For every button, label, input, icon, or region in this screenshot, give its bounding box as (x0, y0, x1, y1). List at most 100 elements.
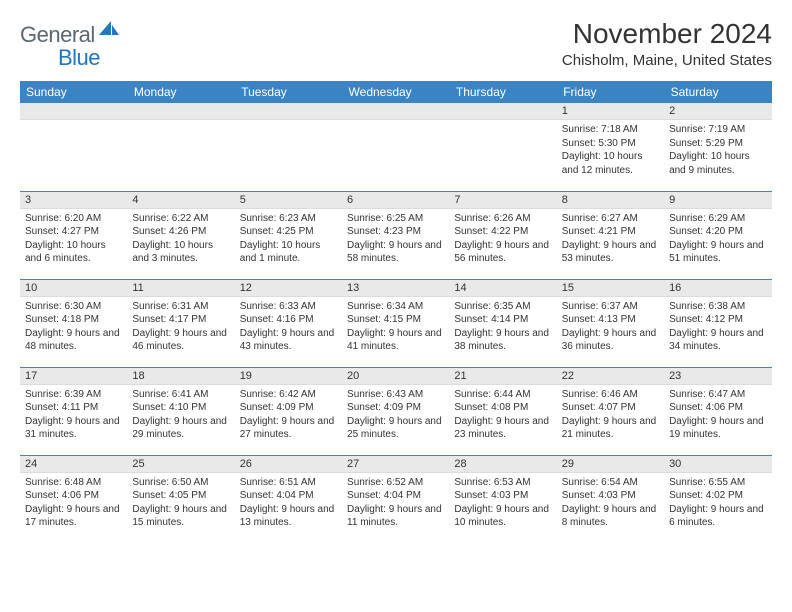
calendar-cell: 10Sunrise: 6:30 AMSunset: 4:18 PMDayligh… (20, 279, 127, 367)
calendar-table: SundayMondayTuesdayWednesdayThursdayFrid… (20, 81, 772, 543)
day-number: 13 (342, 280, 449, 297)
day-details: Sunrise: 6:27 AMSunset: 4:21 PMDaylight:… (557, 209, 664, 268)
day-details: Sunrise: 6:39 AMSunset: 4:11 PMDaylight:… (20, 385, 127, 444)
daylight-text: Daylight: 9 hours and 43 minutes. (240, 327, 337, 354)
sunrise-text: Sunrise: 6:52 AM (347, 476, 444, 490)
weekday-header: Tuesday (235, 81, 342, 103)
calendar-cell: 3Sunrise: 6:20 AMSunset: 4:27 PMDaylight… (20, 191, 127, 279)
daylight-text: Daylight: 9 hours and 13 minutes. (240, 503, 337, 530)
calendar-row: 3 Sunrise: 6:20 AMSunset: 4:27 PM Daylight… (20, 191, 772, 279)
day-number: 15 (557, 280, 664, 297)
sunset-text: Sunset: 4:18 PM (25, 313, 122, 327)
calendar-cell: 17Sunrise: 6:39 AMSunset: 4:11 PMDayligh… (20, 367, 127, 455)
day-number: 10 (20, 280, 127, 297)
day-details: Sunrise: 6:35 AMSunset: 4:14 PMDaylight:… (449, 297, 556, 356)
calendar-cell: 27Sunrise: 6:52 AMSunset: 4:04 PMDayligh… (342, 455, 449, 543)
daylight-text: Daylight: 9 hours and 10 minutes. (454, 503, 551, 530)
day-details: Sunrise: 6:44 AMSunset: 4:08 PMDaylight:… (449, 385, 556, 444)
sunrise-text: Sunrise: 6:51 AM (240, 476, 337, 490)
calendar-cell (235, 103, 342, 191)
day-number: 17 (20, 368, 127, 385)
day-number: 3 (20, 192, 127, 209)
daylight-text: Daylight: 9 hours and 15 minutes. (132, 503, 229, 530)
weekday-header: Thursday (449, 81, 556, 103)
sunrise-text: Sunrise: 6:48 AM (25, 476, 122, 490)
sunrise-text: Sunrise: 6:26 AM (454, 212, 551, 226)
daylight-text: Daylight: 10 hours and 9 minutes. (669, 150, 766, 177)
day-number: 20 (342, 368, 449, 385)
sunset-text: Sunset: 4:05 PM (132, 489, 229, 503)
sunset-text: Sunset: 4:21 PM (562, 225, 659, 239)
sunset-text: Sunset: 4:27 PM (25, 225, 122, 239)
sunrise-text: Sunrise: 6:46 AM (562, 388, 659, 402)
weekday-header: Monday (127, 81, 234, 103)
day-details: Sunrise: 6:37 AMSunset: 4:13 PMDaylight:… (557, 297, 664, 356)
calendar-cell: 20Sunrise: 6:43 AMSunset: 4:09 PMDayligh… (342, 367, 449, 455)
day-number: 6 (342, 192, 449, 209)
calendar-cell: 1Sunrise: 7:18 AMSunset: 5:30 PMDaylight… (557, 103, 664, 191)
calendar-cell: 16Sunrise: 6:38 AMSunset: 4:12 PMDayligh… (664, 279, 771, 367)
sunset-text: Sunset: 4:09 PM (347, 401, 444, 415)
sunrise-text: Sunrise: 6:34 AM (347, 300, 444, 314)
daylight-text: Daylight: 9 hours and 17 minutes. (25, 503, 122, 530)
day-number: 25 (127, 456, 234, 473)
day-details: Sunrise: 6:46 AMSunset: 4:07 PMDaylight:… (557, 385, 664, 444)
sunrise-text: Sunrise: 6:43 AM (347, 388, 444, 402)
sunrise-text: Sunrise: 6:30 AM (25, 300, 122, 314)
calendar-cell (449, 103, 556, 191)
daylight-text: Daylight: 9 hours and 8 minutes. (562, 503, 659, 530)
daylight-text: Daylight: 9 hours and 23 minutes. (454, 415, 551, 442)
calendar-cell: 26Sunrise: 6:51 AMSunset: 4:04 PMDayligh… (235, 455, 342, 543)
day-number: 19 (235, 368, 342, 385)
sunrise-text: Sunrise: 6:22 AM (132, 212, 229, 226)
sunset-text: Sunset: 4:25 PM (240, 225, 337, 239)
day-number: 21 (449, 368, 556, 385)
sunset-text: Sunset: 4:08 PM (454, 401, 551, 415)
sunrise-text: Sunrise: 6:47 AM (669, 388, 766, 402)
sunrise-text: Sunrise: 6:44 AM (454, 388, 551, 402)
sunset-text: Sunset: 4:03 PM (454, 489, 551, 503)
calendar-cell: 8Sunrise: 6:27 AMSunset: 4:21 PMDaylight… (557, 191, 664, 279)
calendar-cell: 11Sunrise: 6:31 AMSunset: 4:17 PMDayligh… (127, 279, 234, 367)
day-number: 12 (235, 280, 342, 297)
calendar-cell: 23Sunrise: 6:47 AMSunset: 4:06 PMDayligh… (664, 367, 771, 455)
day-number: 11 (127, 280, 234, 297)
day-number: 23 (664, 368, 771, 385)
sunrise-text: Sunrise: 6:23 AM (240, 212, 337, 226)
sunrise-text: Sunrise: 6:55 AM (669, 476, 766, 490)
day-details: Sunrise: 6:53 AMSunset: 4:03 PMDaylight:… (449, 473, 556, 532)
day-details: Sunrise: 6:25 AMSunset: 4:23 PMDaylight:… (342, 209, 449, 268)
sunset-text: Sunset: 4:10 PM (132, 401, 229, 415)
sunrise-text: Sunrise: 6:38 AM (669, 300, 766, 314)
sunset-text: Sunset: 4:02 PM (669, 489, 766, 503)
sunset-text: Sunset: 4:23 PM (347, 225, 444, 239)
calendar-cell: 5Sunrise: 6:23 AMSunset: 4:25 PMDaylight… (235, 191, 342, 279)
day-number: 16 (664, 280, 771, 297)
sunrise-text: Sunrise: 6:25 AM (347, 212, 444, 226)
day-details: Sunrise: 6:34 AMSunset: 4:15 PMDaylight:… (342, 297, 449, 356)
day-number: 30 (664, 456, 771, 473)
calendar-cell: 2Sunrise: 7:19 AMSunset: 5:29 PMDaylight… (664, 103, 771, 191)
calendar-cell: 22Sunrise: 6:46 AMSunset: 4:07 PMDayligh… (557, 367, 664, 455)
daylight-text: Daylight: 9 hours and 29 minutes. (132, 415, 229, 442)
sunrise-text: Sunrise: 6:31 AM (132, 300, 229, 314)
sunset-text: Sunset: 4:22 PM (454, 225, 551, 239)
weekday-header: Sunday (20, 81, 127, 103)
sunrise-text: Sunrise: 6:20 AM (25, 212, 122, 226)
calendar-cell: 9Sunrise: 6:29 AMSunset: 4:20 PMDaylight… (664, 191, 771, 279)
daylight-text: Daylight: 9 hours and 53 minutes. (562, 239, 659, 266)
sunrise-text: Sunrise: 6:50 AM (132, 476, 229, 490)
daylight-text: Daylight: 9 hours and 56 minutes. (454, 239, 551, 266)
calendar-body: 1Sunrise: 7:18 AMSunset: 5:30 PMDaylight… (20, 103, 772, 543)
calendar-cell: 30Sunrise: 6:55 AMSunset: 4:02 PMDayligh… (664, 455, 771, 543)
daylight-text: Daylight: 9 hours and 38 minutes. (454, 327, 551, 354)
calendar-row: 1Sunrise: 7:18 AMSunset: 5:30 PMDaylight… (20, 103, 772, 191)
sunrise-text: Sunrise: 6:27 AM (562, 212, 659, 226)
weekday-header: Wednesday (342, 81, 449, 103)
day-number (20, 103, 127, 120)
sunset-text: Sunset: 4:14 PM (454, 313, 551, 327)
calendar-cell (20, 103, 127, 191)
sunset-text: Sunset: 4:04 PM (347, 489, 444, 503)
sunset-text: Sunset: 4:06 PM (25, 489, 122, 503)
day-number: 2 (664, 103, 771, 120)
